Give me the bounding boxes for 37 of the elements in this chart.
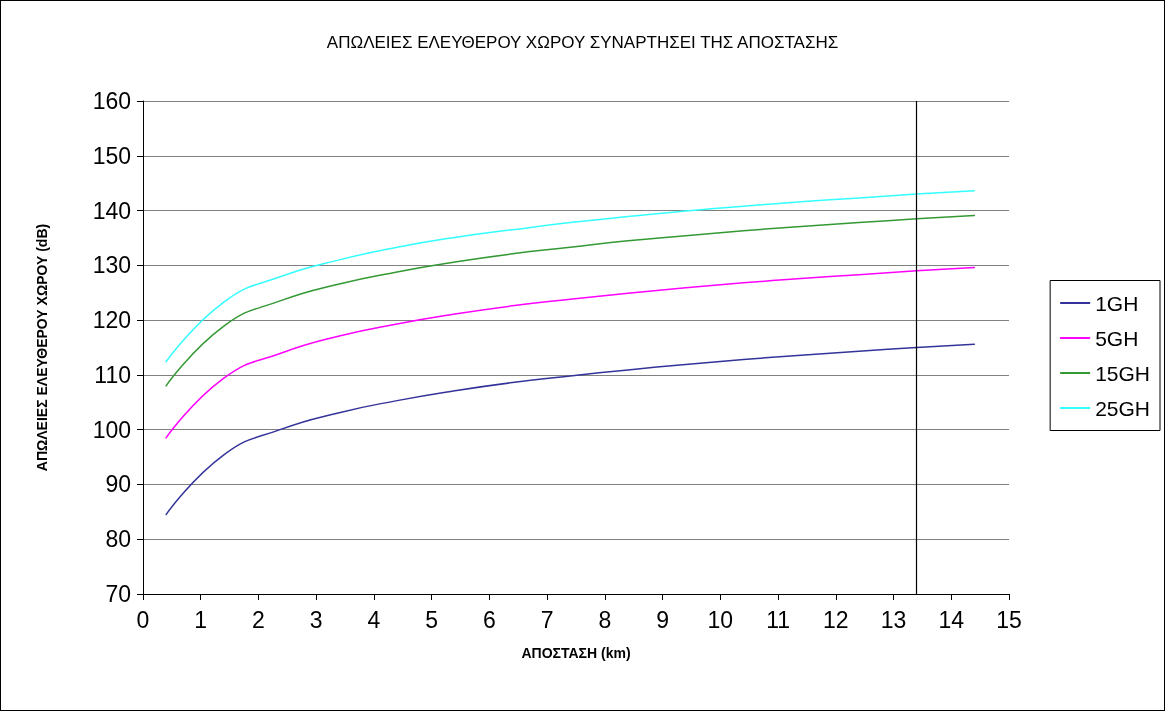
x-tick-label: 8 (598, 606, 612, 633)
y-tick-label: 90 (105, 471, 131, 498)
legend-label: 15GH (1095, 361, 1150, 385)
x-tick-label: 13 (880, 606, 907, 633)
line-series (165, 190, 976, 363)
y-tick-label: 80 (105, 526, 131, 553)
x-tick-label: 3 (309, 606, 323, 633)
line-series (165, 266, 976, 439)
y-tick-label: 140 (92, 197, 131, 224)
x-tick-label: 2 (252, 606, 265, 633)
y-tick-label: 70 (105, 581, 131, 607)
legend-label: 5GH (1095, 326, 1139, 350)
y-tick-label: 130 (92, 252, 131, 279)
y-tick-label: 150 (92, 142, 131, 169)
x-tick-label: 4 (367, 606, 381, 633)
x-tick-label: 11 (766, 606, 791, 633)
x-tick-label: 0 (136, 606, 150, 633)
x-tick-label: 12 (823, 606, 849, 633)
x-tick-label: 9 (656, 606, 669, 633)
x-tick-label: 5 (425, 606, 439, 633)
x-axis-title: ΑΠΟΣΤΑΣΗ (km) (521, 645, 631, 661)
legend-label: 1GH (1095, 291, 1139, 315)
line-series (165, 343, 976, 516)
y-tick-label: 100 (92, 416, 131, 443)
x-tick-label: 10 (707, 606, 734, 633)
y-tick-label: 110 (94, 361, 131, 388)
y-tick-label: 120 (92, 307, 131, 334)
line-series (165, 214, 976, 387)
chart-title: ΑΠΩΛΕΙΕΣ ΕΛΕΥΘΕΡΟΥ ΧΩΡΟΥ ΣΥΝΑΡΤΗΣΕΙ ΤΗΣ ΑΠΟΣΤΑΣΗΣ (326, 33, 839, 52)
y-tick-label: 160 (92, 88, 131, 114)
legend-label: 25GH (1095, 396, 1150, 420)
x-tick-label: 15 (996, 606, 1022, 633)
x-tick-label: 1 (194, 606, 208, 633)
x-tick-label: 6 (483, 606, 496, 633)
x-tick-label: 7 (540, 606, 554, 633)
x-tick-label: 14 (938, 606, 965, 633)
y-axis-title: ΑΠΩΛΕΙΕΣ ΕΛΕΥΘΕΡΟΥ ΧΩΡΟΥ (dB) (34, 223, 50, 472)
